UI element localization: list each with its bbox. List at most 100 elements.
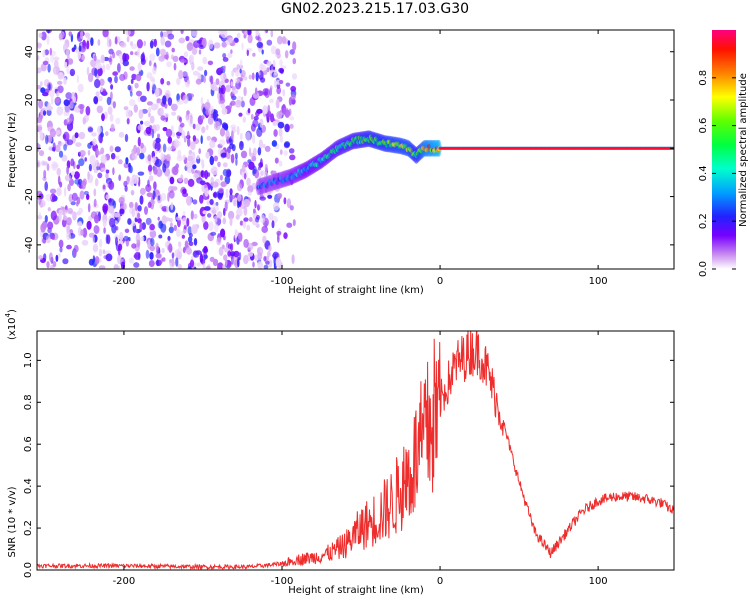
noise-blob (263, 264, 269, 269)
noise-blob (261, 225, 269, 233)
noise-blob (272, 120, 278, 127)
noise-blob (152, 66, 157, 75)
noise-blob (187, 137, 191, 147)
noise-blob (261, 49, 264, 55)
noise-blob (59, 181, 63, 188)
noise-blob (91, 132, 97, 137)
noise-blob (180, 30, 184, 35)
noise-blob (155, 137, 161, 143)
noise-blob (251, 182, 257, 190)
noise-blob (105, 63, 111, 71)
noise-blob (210, 75, 214, 85)
noise-blob (127, 218, 132, 225)
noise-blob (236, 64, 240, 70)
noise-blob (148, 60, 152, 67)
noise-blob (202, 37, 207, 48)
noise-blob (243, 76, 248, 81)
noise-blob (155, 158, 162, 168)
noise-blob (290, 85, 297, 92)
noise-blob (87, 127, 94, 133)
noise-blob (228, 137, 233, 143)
noise-blob (230, 153, 235, 164)
noise-blob (43, 253, 47, 261)
noise-blob (229, 195, 236, 200)
noise-blob (125, 30, 131, 36)
noise-blob (244, 30, 248, 36)
noise-blob (56, 187, 62, 196)
noise-blob (52, 66, 60, 75)
noise-blob (74, 132, 79, 139)
noise-blob (187, 266, 192, 269)
noise-blob (108, 180, 115, 190)
noise-blob (284, 141, 291, 148)
colorbar-label: Normalized spectral amplitude (738, 73, 749, 227)
noise-blob (223, 207, 226, 216)
noise-blob (72, 96, 77, 104)
noise-blob (95, 91, 100, 97)
snr-ylabel: SNR (10 * v/v) (7, 486, 18, 557)
noise-blob (58, 150, 64, 158)
noise-blob (239, 132, 243, 141)
noise-blob (58, 209, 63, 215)
noise-blob (126, 36, 130, 43)
noise-blob (101, 113, 105, 122)
noise-blob (50, 210, 57, 221)
noise-blob (47, 221, 54, 230)
noise-blob (76, 222, 83, 227)
noise-blob (79, 190, 85, 200)
noise-blob (96, 149, 100, 156)
noise-blob (214, 223, 219, 233)
noise-blob (137, 95, 142, 103)
noise-blob (188, 117, 194, 127)
noise-blob (211, 166, 218, 176)
noise-blob (231, 89, 239, 95)
noise-blob (171, 252, 175, 259)
noise-blob (209, 256, 215, 262)
noise-blob (195, 123, 201, 131)
noise-blob (98, 248, 103, 257)
noise-blob (37, 67, 42, 74)
noise-blob (46, 261, 50, 269)
noise-blob (160, 107, 164, 116)
noise-blob (93, 225, 100, 234)
noise-blob (265, 30, 269, 34)
noise-blob (93, 188, 97, 197)
noise-blob (62, 258, 69, 265)
noise-blob (158, 234, 163, 239)
noise-blob (206, 200, 210, 206)
noise-blob (56, 90, 60, 97)
noise-blob (50, 54, 54, 63)
noise-blob (191, 61, 195, 71)
noise-blob (197, 66, 204, 71)
noise-blob (146, 101, 153, 106)
noise-blob (220, 228, 226, 238)
noise-blob (275, 98, 280, 109)
noise-blob (192, 135, 197, 142)
noise-blob (203, 75, 206, 83)
noise-blob (66, 231, 71, 241)
noise-blob (169, 176, 175, 185)
noise-blob (124, 133, 129, 143)
noise-blob (222, 57, 229, 62)
noise-blob (275, 48, 281, 56)
noise-blob (112, 167, 115, 176)
noise-blob (278, 160, 283, 167)
noise-blob (207, 116, 214, 125)
noise-blob (38, 193, 44, 200)
noise-blob (192, 250, 200, 258)
noise-blob (133, 262, 140, 268)
y-tick-label: 0.2 (23, 520, 34, 536)
noise-blob (130, 189, 135, 196)
noise-blob (66, 244, 72, 250)
noise-blob (146, 81, 150, 92)
noise-blob (177, 149, 182, 159)
x-tick-label: 100 (589, 276, 608, 287)
noise-blob (171, 103, 178, 112)
noise-blob (77, 178, 83, 186)
noise-blob (186, 79, 190, 85)
noise-blob (243, 254, 249, 265)
noise-blob (237, 232, 242, 240)
noise-blob (220, 181, 227, 188)
noise-blob (145, 126, 152, 135)
noise-blob (100, 167, 108, 172)
